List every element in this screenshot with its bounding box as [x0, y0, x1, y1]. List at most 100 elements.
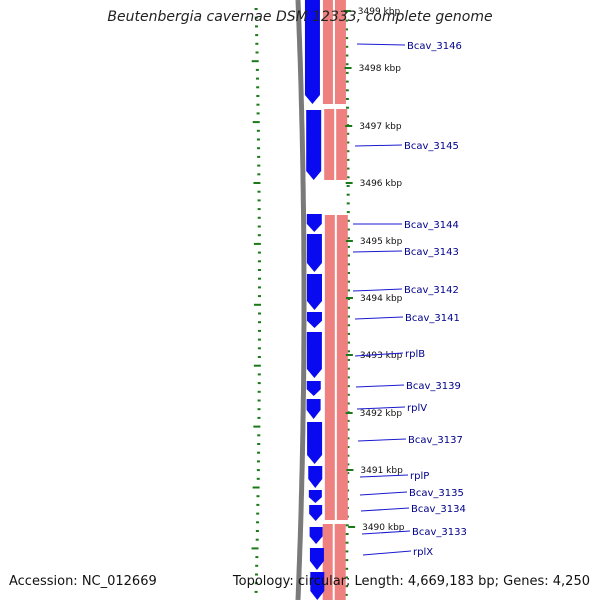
gc-tick [346, 185, 350, 187]
leader-line [355, 384, 405, 388]
gene-label[interactable]: Bcav_3145 [404, 141, 459, 152]
gc-tick [346, 150, 350, 153]
forward-strand-track [304, 0, 325, 600]
gc-tick [346, 298, 350, 301]
leader-line [359, 491, 408, 496]
gc-tick [346, 306, 350, 309]
reverse-gene-divider [332, 0, 335, 104]
gene-label[interactable]: Bcav_3143 [404, 247, 459, 258]
gc-tick [257, 199, 261, 202]
gc-tick [255, 42, 259, 45]
gc-tick [256, 521, 260, 524]
gc-tick [345, 80, 349, 83]
gc-tick [257, 260, 261, 263]
leader-line [356, 406, 406, 410]
forward-gene-arrow [306, 274, 322, 310]
leader-line [356, 43, 406, 46]
accession-label: Accession: NC_012669 [9, 574, 157, 589]
gc-tick [346, 245, 350, 248]
reverse-strand-track [322, 0, 348, 600]
leader-line [357, 438, 407, 442]
gc-tick [345, 98, 349, 100]
forward-gene-arrow [309, 505, 323, 521]
gc-tick [256, 512, 260, 515]
gc-tick [257, 216, 261, 219]
gc-tick [256, 77, 260, 80]
gc-tick [257, 347, 261, 350]
gene-label[interactable]: Bcav_3144 [404, 220, 459, 231]
gc-tick [257, 225, 261, 228]
forward-gene-arrow [306, 234, 322, 272]
gc-tick [346, 228, 350, 231]
gene-label[interactable]: Bcav_3137 [408, 435, 463, 446]
gc-tick [346, 315, 350, 318]
gc-tick [253, 303, 261, 306]
gc-tick [346, 428, 350, 431]
forward-gene-arrow [309, 527, 323, 544]
gc-tick [257, 408, 261, 411]
gc-tick [257, 329, 261, 332]
gc-tick [344, 593, 348, 596]
gc-tick [346, 385, 350, 388]
forward-gene-arrow [310, 572, 325, 600]
gene-label[interactable]: Bcav_3139 [406, 381, 461, 392]
gc-tick [346, 289, 350, 292]
gc-tick [255, 556, 259, 559]
gc-tick [257, 269, 261, 271]
gc-tick [346, 254, 350, 257]
gc-tick [345, 541, 349, 544]
scale-label: 3491 kbp [360, 466, 403, 476]
gc-tick [346, 141, 350, 144]
gc-tick [345, 559, 349, 562]
leader-line [352, 288, 403, 292]
gene-label[interactable]: Bcav_3141 [405, 313, 460, 324]
gc-tick [257, 382, 261, 385]
gc-tick [345, 37, 349, 40]
gc-tick [257, 434, 261, 437]
gene-label[interactable]: Bcav_3142 [404, 285, 459, 296]
gc-tick [254, 25, 258, 28]
gc-tick [344, 28, 348, 31]
gc-tick [257, 147, 261, 150]
gc-tick [345, 54, 349, 57]
forward-gene-arrow [309, 548, 324, 570]
gc-tick [256, 112, 260, 115]
gc-tick [346, 376, 350, 379]
gene-label[interactable]: rplB [405, 349, 425, 360]
gc-tick [257, 286, 261, 289]
gene-label[interactable]: rplP [410, 471, 429, 482]
gc-tick [257, 416, 261, 419]
gene-label[interactable]: rplV [407, 403, 427, 414]
scale-tick [345, 240, 353, 242]
gene-label[interactable]: Bcav_3135 [409, 488, 464, 499]
gc-tick [257, 208, 261, 211]
reverse-gene-divider [334, 215, 337, 520]
gc-tick [257, 190, 261, 193]
leader-line [354, 352, 404, 357]
gc-tick [256, 95, 260, 97]
forward-gene-arrow [307, 422, 323, 464]
leader-line [352, 250, 403, 253]
gc-tick [253, 242, 261, 245]
leader-line [354, 316, 404, 320]
scale-label: 3499 kbp [358, 7, 401, 17]
scale-label: 3494 kbp [360, 294, 403, 304]
gc-tick [254, 582, 258, 585]
gc-tick [256, 138, 260, 141]
gene-label[interactable]: rplX [413, 547, 433, 558]
scale-tick [345, 182, 353, 184]
scale-tick [343, 10, 351, 12]
leader-line [359, 474, 409, 478]
gc-tick [257, 321, 261, 324]
gc-tick [346, 367, 350, 370]
gene-label[interactable]: Bcav_3133 [412, 527, 467, 538]
gene-label[interactable]: Bcav_3146 [407, 41, 462, 52]
gc-tick [346, 324, 350, 327]
leader-line [362, 550, 412, 556]
gc-tick [257, 399, 261, 402]
gc-tick [346, 158, 350, 161]
gc-tick [346, 263, 350, 266]
reverse-gene-divider [332, 524, 335, 600]
gene-label[interactable]: Bcav_3134 [411, 504, 466, 515]
gc-tick [346, 419, 350, 422]
